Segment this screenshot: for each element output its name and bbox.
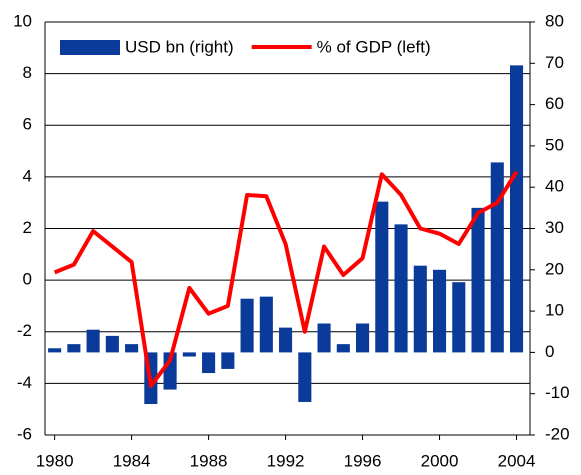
bar	[433, 269, 447, 353]
x-tick-label: 2004	[498, 451, 536, 470]
legend-swatch	[60, 40, 120, 55]
bar	[336, 344, 350, 353]
y-tick-label: 0	[23, 270, 32, 289]
bar	[490, 162, 504, 353]
y2-tick-label: 0	[545, 342, 554, 361]
x-tick-label: 1984	[113, 451, 151, 470]
bar	[125, 344, 139, 353]
y-tick-label: 10	[13, 11, 32, 30]
y2-tick-label: 80	[545, 11, 564, 30]
bar	[202, 352, 216, 374]
y-tick-label: -6	[17, 424, 32, 443]
y2-tick-label: 50	[545, 135, 564, 154]
bar	[394, 224, 408, 353]
y2-tick-label: 60	[545, 94, 564, 113]
bar	[413, 265, 427, 353]
x-tick-label: 1980	[36, 451, 74, 470]
legend-label: USD bn (right)	[125, 37, 234, 56]
y2-tick-label: -10	[545, 383, 570, 402]
bar	[298, 352, 312, 402]
y2-tick-label: 20	[545, 259, 564, 278]
x-tick-label: 1988	[190, 451, 228, 470]
line	[53, 170, 519, 388]
bar	[279, 327, 293, 353]
y-tick-label: 8	[23, 63, 32, 82]
bar	[356, 323, 370, 353]
y-tick-label: -4	[17, 373, 32, 392]
bar	[48, 348, 62, 353]
y2-tick-label: 40	[545, 177, 564, 196]
y2-tick-label: 10	[545, 301, 564, 320]
x-tick-label: 2000	[421, 451, 459, 470]
bar	[452, 282, 466, 353]
y2-tick-label: -20	[545, 424, 570, 443]
bar	[375, 201, 389, 353]
bar	[182, 352, 196, 357]
bar	[67, 344, 81, 353]
bar	[259, 296, 273, 353]
bar	[471, 207, 485, 353]
x-tick-label: 1992	[267, 451, 305, 470]
bar	[509, 65, 524, 353]
bar	[105, 335, 119, 353]
bar	[221, 352, 235, 369]
x-tick-label: 1996	[344, 451, 382, 470]
y-tick-label: 2	[23, 218, 32, 237]
legend-label: % of GDP (left)	[317, 37, 431, 56]
y2-tick-label: 30	[545, 218, 564, 237]
y-tick-label: -2	[17, 321, 32, 340]
y-tick-label: 4	[23, 166, 32, 185]
bar	[317, 323, 331, 353]
y-tick-label: 6	[23, 115, 32, 134]
y2-tick-label: 70	[545, 53, 564, 72]
bar	[86, 329, 100, 353]
bar	[240, 298, 254, 353]
